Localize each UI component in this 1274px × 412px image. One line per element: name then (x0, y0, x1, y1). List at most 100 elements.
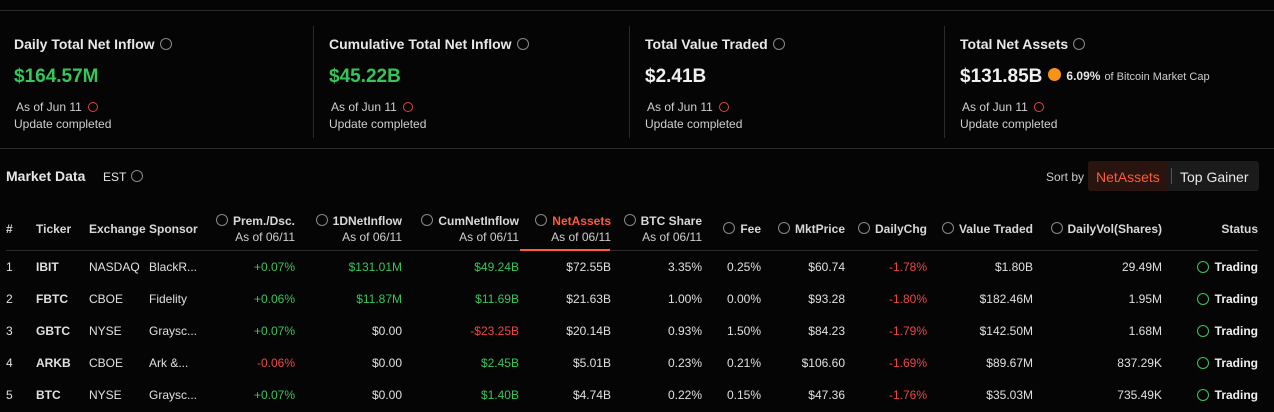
table-cell: $0.00 (371, 324, 402, 338)
info-icon[interactable] (421, 214, 434, 226)
column-header[interactable]: Fee (723, 221, 761, 237)
table-cell: NYSE (89, 324, 122, 338)
info-icon[interactable] (857, 222, 870, 234)
table-cell: FBTC (36, 292, 68, 306)
card-value: $2.41B (645, 66, 706, 88)
info-icon[interactable] (215, 214, 228, 226)
column-header[interactable]: Value Traded (941, 221, 1033, 237)
table-cell: $0.00 (371, 388, 402, 402)
sort-button[interactable]: NetAssets (1096, 169, 1160, 185)
as-of-text: As of Jun 11 (647, 100, 713, 114)
column-header[interactable]: CumNetInflow As of 06/11 (421, 213, 519, 245)
header-line: BTC Share (623, 213, 702, 229)
header-line: MktPrice (777, 221, 845, 237)
table-cell: $106.60 (801, 356, 845, 370)
table-cell: IBIT (36, 260, 59, 274)
table-cell: 2 (6, 292, 13, 306)
table-cell: $5.01B (572, 356, 611, 370)
sort-group: NetAssets Top Gainer (1088, 161, 1259, 191)
status-icon (1196, 293, 1209, 305)
as-of-text: As of Jun 11 (16, 100, 82, 114)
table-cell: 1.68M (1128, 324, 1162, 338)
info-icon[interactable] (1073, 38, 1086, 50)
update-status: Update completed (14, 117, 112, 131)
column-header: # (6, 221, 13, 237)
info-icon[interactable] (623, 214, 636, 226)
column-header[interactable]: 1DNetInflow As of 06/11 (315, 213, 402, 245)
header-label: DailyVol(Shares) (1067, 222, 1162, 236)
divider (1171, 168, 1172, 184)
table-cell: NYSE (89, 388, 122, 402)
table-cell: Graysc... (149, 388, 198, 402)
table-cell: $2.45B (480, 356, 519, 370)
table-cell: +0.07% (253, 324, 295, 338)
header-label: Ticker (36, 222, 72, 236)
table-cell: -1.76% (888, 388, 927, 402)
status-cell: Trading (1196, 388, 1258, 402)
table-cell: $35.03M (986, 388, 1033, 402)
warn-icon (402, 102, 413, 112)
header-line: # (6, 221, 13, 237)
table-cell: 837.29K (1117, 356, 1162, 370)
info-icon[interactable] (535, 214, 548, 226)
info-icon[interactable] (131, 170, 144, 182)
info-icon[interactable] (941, 222, 954, 234)
table-cell: $0.00 (371, 356, 402, 370)
info-icon[interactable] (777, 222, 790, 234)
section-title: Market Data (6, 168, 86, 184)
table-cell: 735.49K (1117, 388, 1162, 402)
card-title: Total Net Assets (960, 36, 1086, 52)
column-header[interactable]: DailyChg (857, 221, 927, 237)
divider (313, 26, 314, 138)
table-cell: $1.80B (994, 260, 1033, 274)
sort-active-bg (1088, 161, 1168, 191)
as-of: As of Jun 11 (647, 100, 729, 114)
info-icon[interactable] (516, 38, 529, 50)
divider (0, 148, 1274, 149)
table-cell: -$23.25B (470, 324, 519, 338)
table-cell: +0.06% (253, 292, 295, 306)
update-status: Update completed (645, 117, 743, 131)
divider (0, 10, 1274, 11)
header-label: Status (1221, 222, 1258, 236)
column-header: Sponsor (149, 221, 198, 237)
header-label: Sponsor (149, 222, 198, 236)
card-value-text: $2.41B (645, 66, 707, 87)
info-icon[interactable] (772, 38, 785, 50)
column-header[interactable]: MktPrice (777, 221, 845, 237)
sort-button[interactable]: Top Gainer (1180, 169, 1249, 185)
header-sub: As of 06/11 (459, 230, 519, 244)
column-header[interactable]: NetAssets As of 06/11 (535, 213, 611, 245)
table-cell: $11.87M (356, 292, 402, 306)
header-sub: As of 06/11 (551, 230, 611, 244)
card-value: $131.85B 6.09% of Bitcoin Market Cap (960, 66, 1210, 88)
status-cell: Trading (1196, 292, 1258, 306)
table-cell: $11.69B (475, 292, 519, 306)
as-of: As of Jun 11 (16, 100, 98, 114)
table-cell: 0.22% (667, 388, 702, 402)
card-title-text: Cumulative Total Net Inflow (329, 36, 512, 52)
info-icon[interactable] (159, 38, 172, 50)
timezone: EST (103, 170, 144, 184)
column-header: Status (1221, 221, 1258, 237)
table-cell: -0.06% (256, 356, 295, 370)
column-header[interactable]: BTC Share As of 06/11 (623, 213, 702, 245)
table-cell: 0.93% (667, 324, 702, 338)
info-icon[interactable] (1050, 222, 1063, 234)
divider (944, 26, 945, 138)
column-header[interactable]: DailyVol(Shares) (1050, 221, 1162, 237)
header-label: 1DNetInflow (332, 214, 402, 228)
table-cell: $4.74B (572, 388, 611, 402)
header-label: Exchange (89, 222, 146, 236)
column-header[interactable]: Prem./Dsc. As of 06/11 (215, 213, 295, 245)
header-label: Prem./Dsc. (232, 214, 295, 228)
table-cell: CBOE (89, 356, 124, 370)
info-icon[interactable] (315, 214, 328, 226)
warn-icon (1033, 102, 1044, 112)
update-status: Update completed (960, 117, 1058, 131)
card-value: $164.57M (14, 66, 99, 88)
table-cell: 4 (6, 356, 13, 370)
table-cell: ARKB (36, 356, 71, 370)
info-icon[interactable] (723, 222, 736, 234)
